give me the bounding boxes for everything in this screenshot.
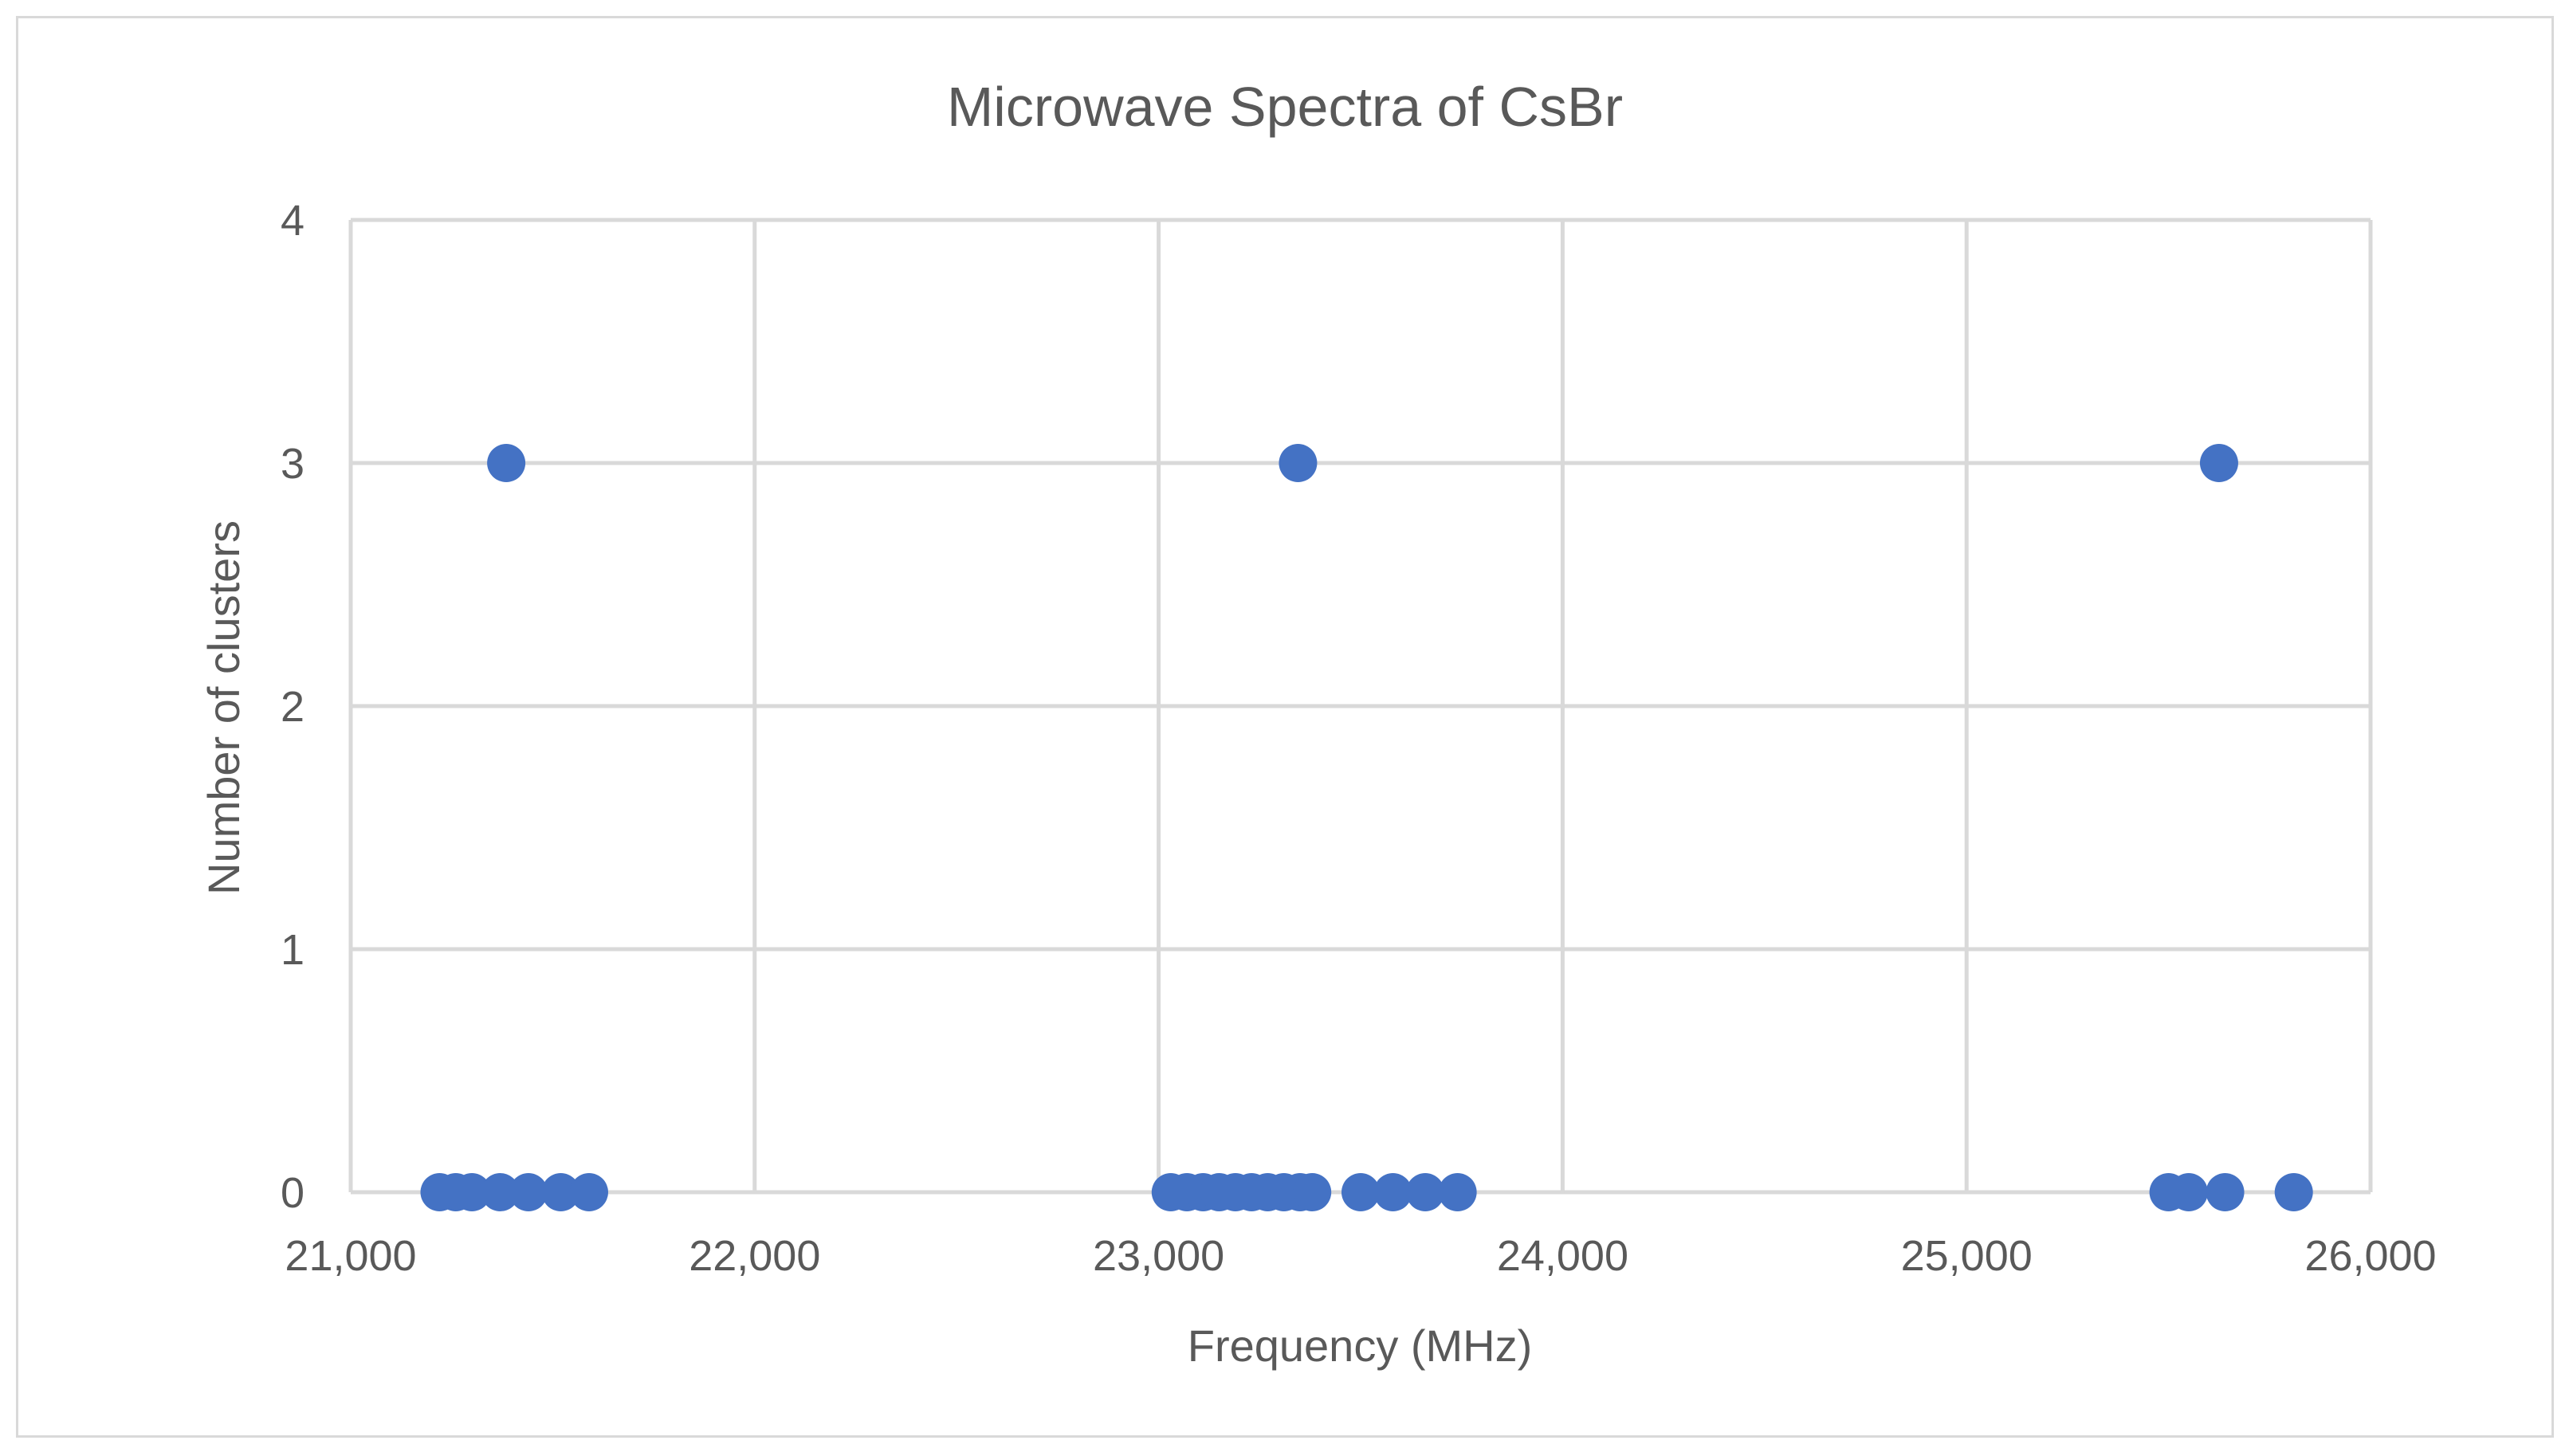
x-tick-label: 22,000 [689, 1232, 820, 1280]
data-point [1279, 444, 1318, 482]
y-tick-label: 0 [281, 1169, 304, 1217]
y-tick-label: 4 [281, 197, 304, 245]
gridlines [348, 218, 2373, 1195]
x-tick-label: 25,000 [1901, 1232, 2033, 1280]
x-axis-ticks: 21,000 22,000 23,000 24,000 25,000 26,000 [285, 1232, 2436, 1280]
chart-title: Microwave Spectra of CsBr [947, 76, 1623, 138]
data-point [1406, 1173, 1445, 1211]
y-tick-label: 2 [281, 683, 304, 731]
y-tick-label: 1 [281, 926, 304, 974]
data-point [509, 1173, 548, 1211]
data-point [2199, 444, 2238, 482]
data-point [481, 1173, 520, 1211]
data-point [453, 1173, 492, 1211]
y-axis-label: Number of clusters [198, 520, 249, 895]
data-point [1293, 1173, 1332, 1211]
data-point [570, 1173, 609, 1211]
x-tick-label: 24,000 [1497, 1232, 1628, 1280]
data-point [1438, 1173, 1477, 1211]
data-point [541, 1173, 580, 1211]
data-point [1341, 1173, 1380, 1211]
data-point [2206, 1173, 2245, 1211]
y-axis-ticks: 0 1 2 3 4 [281, 197, 304, 1217]
data-point [2169, 1173, 2208, 1211]
data-point [487, 444, 526, 482]
y-tick-label: 3 [281, 440, 304, 488]
x-tick-label: 23,000 [1093, 1232, 1224, 1280]
data-points [420, 444, 2313, 1211]
x-tick-label: 21,000 [285, 1232, 416, 1280]
x-tick-label: 26,000 [2304, 1232, 2436, 1280]
data-point [1373, 1173, 1412, 1211]
x-axis-label: Frequency (MHz) [1188, 1321, 1533, 1371]
data-point [2274, 1173, 2313, 1211]
